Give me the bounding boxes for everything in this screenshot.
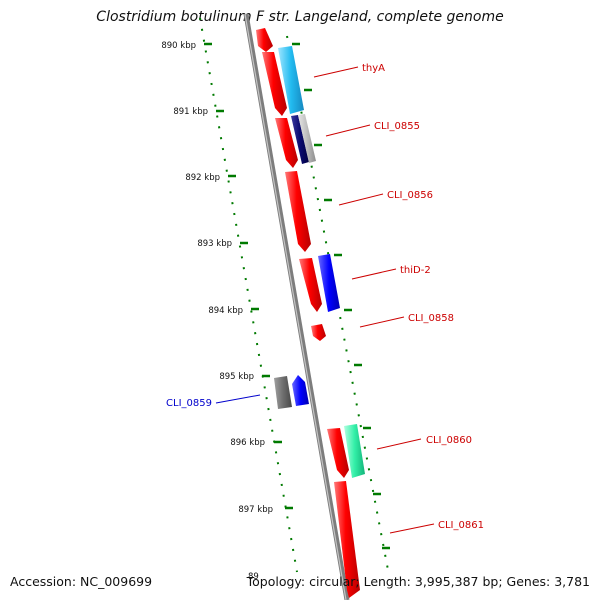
gene-feature[interactable] [298, 114, 316, 163]
leader-line [351, 268, 397, 280]
gene-label[interactable]: thiD-2 [400, 265, 431, 276]
gene-feature[interactable] [327, 428, 349, 478]
ruler-label: 892 kbp [185, 173, 220, 183]
gene-label[interactable]: CLI_0859 [166, 398, 212, 409]
gene-feature-CLI_0861[interactable] [334, 481, 360, 598]
ruler-major-ticks [204, 42, 293, 510]
map-title: Clostridium botulinum F str. Langeland, … [96, 9, 504, 25]
gene-label[interactable]: CLI_0861 [438, 520, 484, 531]
gene-label[interactable]: CLI_0858 [408, 313, 454, 324]
gene-feature-thiD-2[interactable] [318, 254, 340, 312]
gene-feature[interactable] [262, 52, 287, 116]
gene-feature[interactable] [275, 118, 298, 168]
gene-label[interactable]: CLI_0855 [374, 121, 420, 132]
gene-feature-CLI_0856[interactable] [285, 171, 311, 252]
leader-line [313, 66, 359, 78]
gene-feature-CLI_0855[interactable] [291, 115, 309, 164]
gene-feature[interactable] [274, 376, 292, 409]
leader-line [389, 523, 435, 534]
ruler-right-ticks [292, 42, 390, 550]
gene-label[interactable]: CLI_0860 [426, 435, 472, 446]
ruler-label: 896 kbp [230, 438, 265, 448]
gene-feature-thyA[interactable] [278, 46, 304, 114]
genome-backbone [243, 13, 350, 600]
gene-feature-CLI_0858[interactable] [311, 324, 326, 341]
accession-label: Accession: NC_009699 [10, 574, 153, 589]
ruler-label: 891 kbp [173, 107, 208, 117]
gene-feature-CLI_0860[interactable] [344, 424, 365, 478]
ruler-label: 894 kbp [208, 306, 243, 316]
topology-summary: Topology: circular; Length: 3,995,387 bp… [246, 574, 590, 589]
ruler-label: 897 kbp [238, 505, 273, 515]
gene-feature[interactable] [256, 28, 273, 52]
ruler-label: 89 [248, 572, 259, 582]
ruler-label: 890 kbp [161, 41, 196, 51]
gene-label[interactable]: thyA [362, 63, 385, 74]
ruler-track-right [286, 35, 389, 571]
gene-feature[interactable] [299, 258, 322, 312]
ruler-label: 895 kbp [219, 372, 254, 382]
leader-line [376, 438, 422, 450]
leader-line [215, 394, 261, 404]
leader-line [325, 124, 371, 137]
gene-label[interactable]: CLI_0856 [387, 190, 433, 201]
ruler-label: 893 kbp [197, 239, 232, 249]
leader-line [359, 316, 405, 328]
gene-feature-CLI_0859[interactable] [292, 375, 309, 406]
leader-line [338, 193, 384, 206]
